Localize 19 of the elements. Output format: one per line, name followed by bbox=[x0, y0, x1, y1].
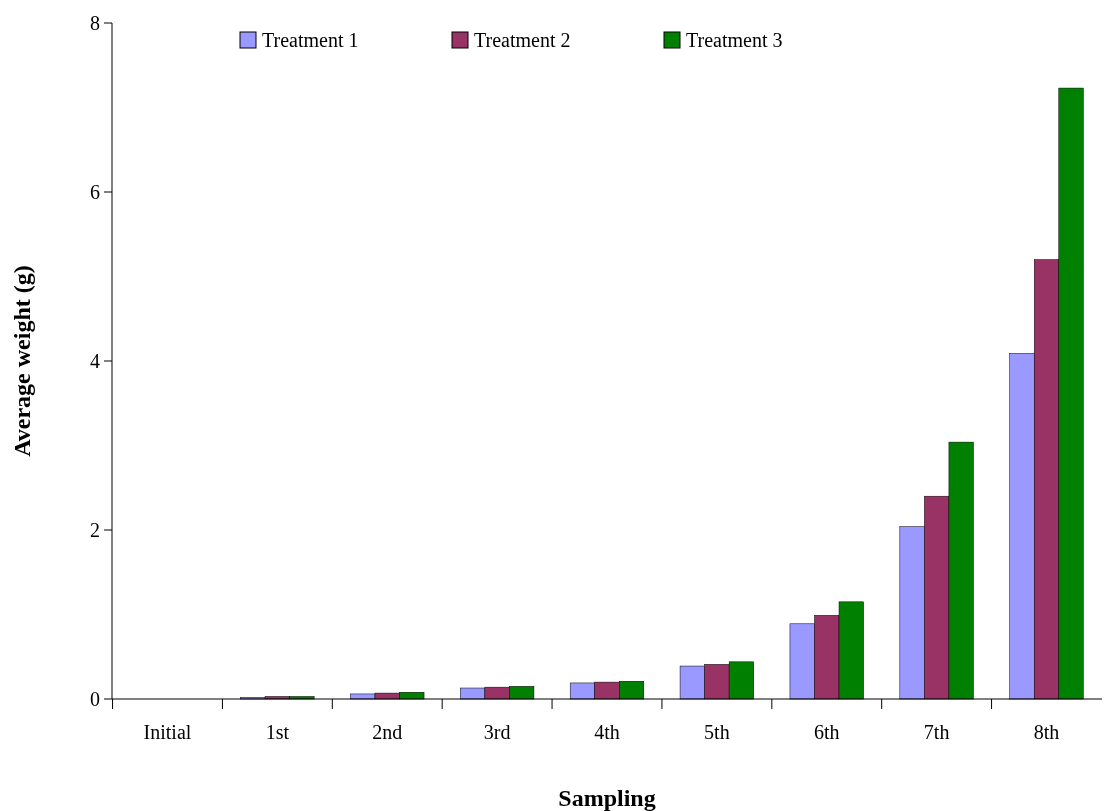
x-tick-label: 2nd bbox=[372, 721, 403, 743]
x-tick-label: 5th bbox=[704, 721, 730, 743]
y-tick-label: 6 bbox=[90, 181, 100, 203]
y-tick-label: 0 bbox=[90, 688, 100, 710]
x-tick-label: 8th bbox=[1033, 721, 1060, 743]
legend-label: Treatment 3 bbox=[686, 29, 783, 51]
x-axis-title: Sampling bbox=[558, 785, 656, 811]
x-tick-label: 3rd bbox=[483, 721, 511, 743]
y-tick-label: 4 bbox=[90, 350, 100, 372]
y-tick-label: 2 bbox=[90, 519, 100, 541]
x-tick-label: 4th bbox=[594, 721, 620, 743]
legend-label: Treatment 2 bbox=[474, 29, 571, 51]
x-tick-label: 1st bbox=[265, 721, 290, 743]
y-axis-title: Average weight (g) bbox=[9, 265, 35, 457]
x-tick-label: 7th bbox=[923, 721, 950, 743]
y-tick-label: 8 bbox=[90, 12, 100, 34]
legend-label: Treatment 1 bbox=[262, 29, 359, 51]
x-tick-label: 6th bbox=[813, 721, 840, 743]
x-tick-label: Initial bbox=[143, 721, 192, 743]
